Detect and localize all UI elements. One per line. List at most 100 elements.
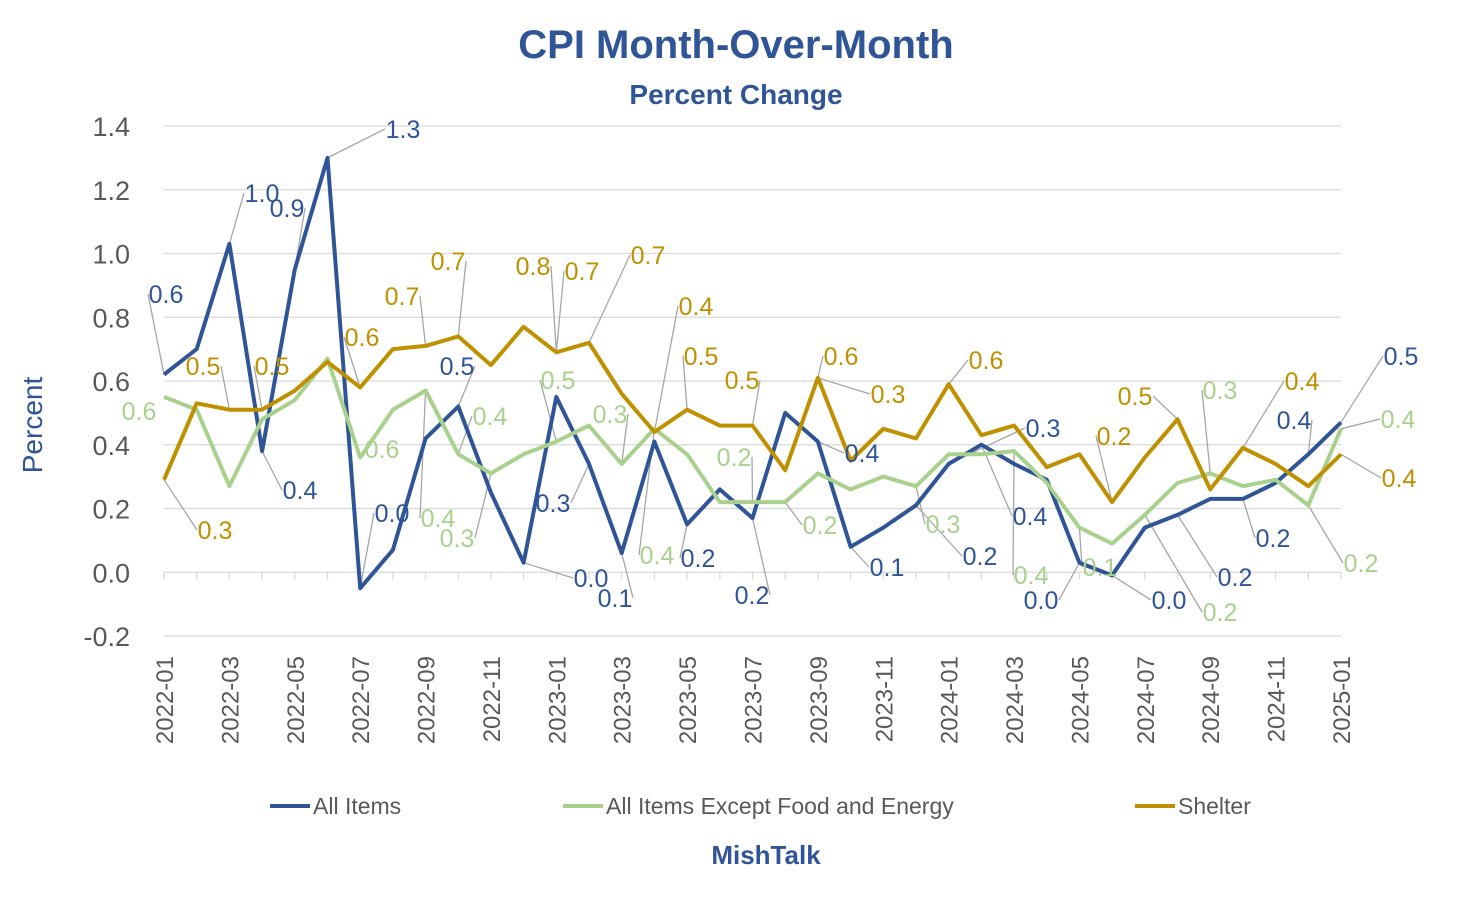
data-label: 0.3 (1026, 415, 1061, 443)
leader-line (948, 359, 969, 385)
data-label: 0.4 (1277, 407, 1312, 435)
leader-line (784, 501, 803, 526)
x-tick-label: 2024-01 (937, 656, 964, 744)
leader-line (817, 355, 824, 378)
leader-line (1152, 395, 1178, 420)
x-tick-label: 2022-01 (152, 656, 179, 744)
data-label: 0.1 (598, 585, 633, 613)
x-tick-label: 2023-01 (544, 656, 571, 744)
leader-line (682, 355, 688, 410)
data-label: 0.4 (1013, 503, 1048, 531)
data-labels: 0.61.00.91.30.40.00.50.30.00.10.20.20.40… (122, 116, 1419, 627)
leader-line (751, 456, 754, 503)
data-label: 0.1 (1083, 554, 1118, 582)
y-tick-label: 0.8 (92, 303, 130, 333)
y-tick-label: 0.4 (92, 431, 130, 461)
data-label: 0.8 (516, 253, 551, 281)
data-label: 0.7 (385, 283, 420, 311)
leader-line (621, 552, 634, 599)
y-tick-label: 0.2 (92, 495, 130, 525)
leader-line (555, 270, 565, 353)
y-tick-label: 1.2 (92, 176, 130, 206)
leader-line (817, 377, 871, 395)
data-label: 0.6 (345, 324, 380, 352)
leader-line (457, 415, 473, 455)
y-tick-label: 0.0 (92, 558, 130, 588)
leader-line (1307, 419, 1313, 455)
leader-line (915, 504, 963, 557)
leader-line (343, 336, 361, 388)
data-label: 0.2 (681, 545, 716, 573)
data-label: 0.0 (574, 565, 609, 593)
leader-line (1340, 355, 1384, 423)
data-label: 0.1 (870, 554, 905, 582)
leader-line (588, 254, 631, 344)
leader-line (1176, 514, 1218, 578)
data-label: 0.4 (845, 440, 880, 468)
legend-entry: Shelter (1178, 793, 1251, 819)
data-label: 0.3 (1203, 377, 1238, 405)
leader-line (1307, 504, 1344, 564)
data-label: 0.4 (640, 542, 675, 570)
data-label: 0.5 (255, 353, 290, 381)
x-tick-label: 2025-01 (1329, 656, 1356, 744)
x-tick-label: 2023-07 (741, 656, 768, 744)
x-tick-label: 2024-07 (1133, 656, 1160, 744)
data-label: 0.4 (679, 293, 714, 321)
x-tick-label: 2023-05 (675, 656, 702, 744)
x-axis-ticks: 2022-01 2022-03 2022-05 2022-07 2022-09 2022-… (152, 656, 1356, 744)
data-label: 0.0 (1024, 587, 1059, 615)
data-label: 0.4 (421, 505, 456, 533)
y-tick-label: 1.4 (92, 112, 130, 142)
data-label: 0.2 (1097, 423, 1132, 451)
leader-line (1340, 453, 1382, 479)
data-label: 0.5 (186, 353, 221, 381)
series-line-all-items-except-food-and-energy (163, 356, 1343, 546)
data-label: 0.4 (1382, 465, 1417, 493)
leader-line (1242, 498, 1256, 539)
footer-source: MishTalk (711, 840, 821, 870)
x-tick-label: 2023-11 (871, 656, 898, 742)
x-tick-label: 2022-07 (348, 656, 375, 744)
data-label: 0.6 (824, 343, 859, 371)
x-tick-label: 2024-03 (1002, 656, 1029, 744)
leader-line (457, 365, 476, 407)
data-label: 0.0 (1152, 587, 1187, 615)
leader-line (327, 128, 386, 159)
data-label: 0.2 (1218, 564, 1253, 592)
leader-line (1201, 389, 1211, 474)
data-label: 0.2 (803, 512, 838, 540)
leader-line (1095, 435, 1113, 503)
leader-line (621, 413, 629, 464)
leader-line (419, 295, 427, 347)
leader-line (147, 293, 165, 375)
leader-line (1111, 574, 1152, 601)
legend-entry: All Items (313, 793, 401, 819)
leader-line (850, 546, 870, 568)
leader-line (1058, 562, 1081, 601)
leader-line (359, 512, 375, 589)
leader-line (653, 305, 679, 433)
data-label: 0.2 (1344, 550, 1379, 578)
data-label: 0.0 (375, 500, 410, 528)
leader-line (1144, 514, 1203, 613)
x-tick-label: 2024-09 (1198, 656, 1225, 744)
leader-line (915, 486, 926, 525)
x-tick-label: 2024-11 (1264, 656, 1291, 742)
x-tick-label: 2022-09 (414, 656, 441, 744)
leader-line (261, 450, 283, 491)
series-line-all-items (162, 155, 1343, 591)
x-tick-label: 2022-03 (217, 656, 244, 744)
data-label: 0.5 (1118, 383, 1153, 411)
data-label: 0.3 (593, 401, 628, 429)
data-label: 0.4 (473, 403, 508, 431)
data-label: 0.5 (440, 353, 475, 381)
data-label: 0.4 (283, 477, 318, 505)
data-label: 0.6 (149, 281, 184, 309)
data-label: 0.3 (926, 511, 961, 539)
data-label: 0.6 (969, 347, 1004, 375)
data-label: 0.7 (431, 248, 466, 276)
data-label: 0.5 (1384, 343, 1419, 371)
data-label: 0.6 (122, 398, 157, 426)
data-label: 0.4 (1285, 368, 1320, 396)
